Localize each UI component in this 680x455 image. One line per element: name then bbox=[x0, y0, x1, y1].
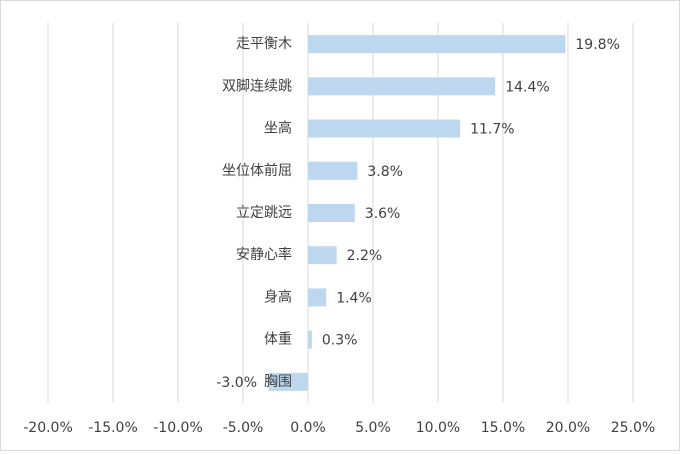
bar bbox=[308, 119, 461, 138]
bar bbox=[308, 161, 358, 180]
bar bbox=[308, 204, 355, 222]
data-label: 1.4% bbox=[336, 290, 372, 306]
data-label: 19.8% bbox=[575, 37, 619, 53]
y-tick-label: 双脚连续跳 bbox=[222, 77, 292, 94]
y-tick-label: 立定跳远 bbox=[236, 205, 292, 221]
data-label: 11.7% bbox=[470, 122, 514, 138]
bar bbox=[308, 77, 496, 96]
data-label: 3.8% bbox=[367, 164, 403, 180]
bar bbox=[308, 288, 327, 307]
y-tick-label: 体重 bbox=[264, 332, 292, 348]
y-tick-label: 坐高 bbox=[264, 120, 292, 137]
bar bbox=[308, 35, 566, 54]
bar bbox=[308, 330, 312, 349]
data-label: -3.0% bbox=[216, 375, 257, 391]
y-tick-label: 坐位体前屈 bbox=[222, 162, 292, 179]
bar bbox=[308, 246, 337, 265]
data-label: 2.2% bbox=[347, 248, 383, 264]
x-tick-label: 0.0% bbox=[290, 420, 326, 436]
data-label: 14.4% bbox=[505, 79, 549, 95]
x-tick-label: 20.0% bbox=[546, 420, 590, 436]
y-tick-label: 胸围 bbox=[264, 374, 292, 390]
y-tick-label: 走平衡木 bbox=[236, 36, 292, 52]
data-label: 0.3% bbox=[322, 333, 358, 349]
x-tick-label: 15.0% bbox=[481, 420, 525, 436]
data-label: 3.6% bbox=[365, 206, 401, 222]
x-tick-label: -5.0% bbox=[223, 420, 264, 436]
y-tick-label: 身高 bbox=[264, 288, 292, 305]
bar bbox=[269, 372, 308, 391]
x-tick-label: 25.0% bbox=[611, 420, 655, 436]
x-tick-label: -10.0% bbox=[153, 420, 203, 436]
x-tick-label: -20.0% bbox=[23, 420, 73, 436]
x-tick-label: -15.0% bbox=[88, 420, 138, 436]
x-tick-label: 5.0% bbox=[355, 420, 391, 436]
y-tick-label: 安静心率 bbox=[236, 246, 292, 263]
x-tick-label: 10.0% bbox=[416, 420, 460, 436]
